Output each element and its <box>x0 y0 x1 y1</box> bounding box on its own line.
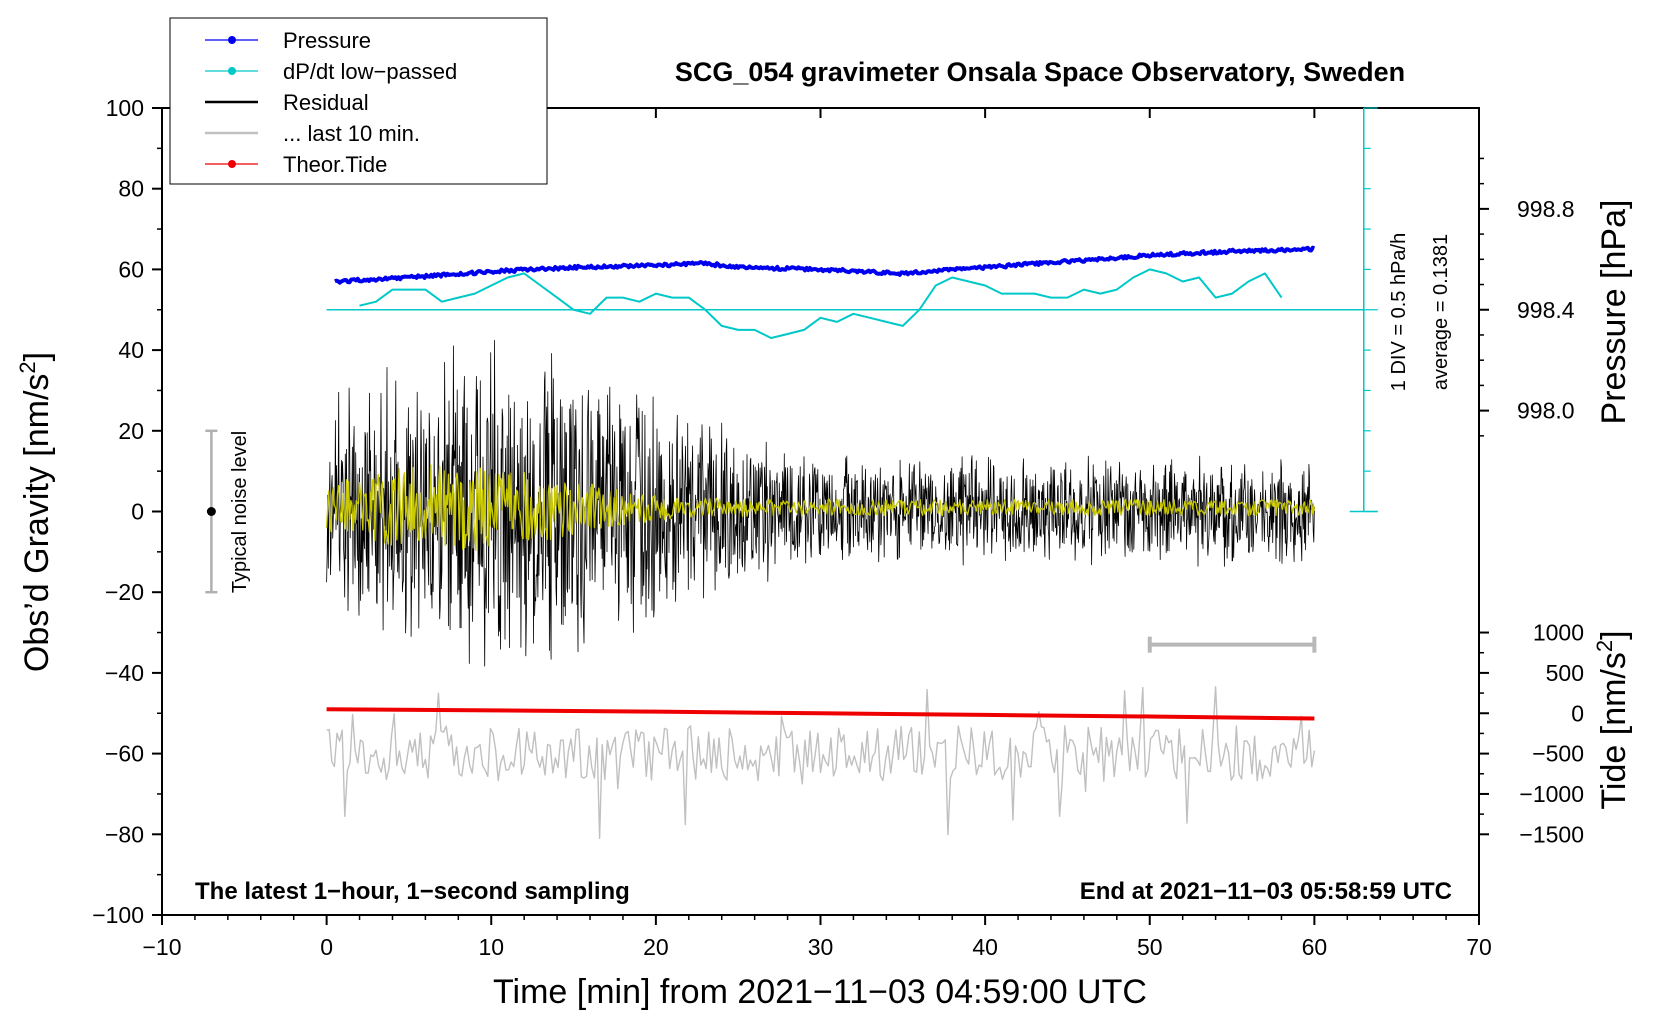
y-axis-title-tide-sup: 2 <box>1592 640 1617 652</box>
chart-title: SCG_054 gravimeter Onsala Space Observat… <box>675 57 1405 87</box>
tide-tick-label: −500 <box>1532 741 1584 767</box>
legend-label-tide: Theor.Tide <box>283 152 387 177</box>
legend-swatch-marker <box>228 160 236 168</box>
axes-layer: −10 0 10 20 30 40 50 60 70−100−80−60−40−20020406… <box>92 95 1584 960</box>
y-axis-title-tide-text: Tide [nm/s <box>1595 652 1633 809</box>
y-axis-title-gravity-close: ] <box>18 352 56 361</box>
legend-swatch-marker <box>228 36 236 44</box>
y-axis-title-gravity: Obs’d Gravity [nm/s2] <box>15 352 56 672</box>
tide-line <box>326 707 1315 721</box>
legend: Pressure dP/dt low−passed Residual ... l… <box>169 17 548 185</box>
tide-tick-label: 1000 <box>1533 620 1584 646</box>
pressure-line <box>334 245 1316 285</box>
y-tick-label: −80 <box>105 821 144 847</box>
x-tick-label: 60 <box>1302 934 1328 960</box>
y-tick-label: 40 <box>118 337 144 363</box>
residual-smoothed-line <box>325 464 1316 552</box>
legend-swatches <box>205 36 258 168</box>
pressure-tick-label: 998.8 <box>1517 196 1575 222</box>
residual-line <box>326 339 1315 667</box>
x-tick-label: 10 <box>478 934 504 960</box>
y-axis-title-tide: Tide [nm/s2] <box>1592 630 1633 809</box>
x-tick-label: −10 <box>142 934 181 960</box>
series-layer <box>205 107 1378 839</box>
tide-tick-label: −1000 <box>1519 781 1584 807</box>
y-tick-label: −20 <box>105 579 144 605</box>
footer-right-label: End at 2021−11−03 05:58:59 UTC <box>1080 878 1452 905</box>
y-axis-title-gravity-text: Obs’d Gravity [nm/s <box>18 374 56 673</box>
y-tick-label: −100 <box>92 902 144 928</box>
x-axis-title: Time [min] from 2021−11−03 04:59:00 UTC <box>493 973 1147 1011</box>
y-tick-label: −40 <box>105 660 144 686</box>
legend-label-dpdt: dP/dt low−passed <box>283 59 457 84</box>
x-tick-label: 0 <box>320 934 333 960</box>
legend-label-pressure: Pressure <box>283 28 371 53</box>
y-tick-label: 80 <box>118 176 144 202</box>
y-tick-label: 0 <box>131 499 144 525</box>
legend-swatch-marker <box>228 67 236 75</box>
x-tick-label: 40 <box>972 934 998 960</box>
x-tick-label: 70 <box>1466 934 1492 960</box>
pressure-tick-label: 998.4 <box>1517 297 1575 323</box>
noise-level-dot <box>206 507 216 516</box>
y-tick-label: 100 <box>106 95 144 121</box>
x-tick-label: 20 <box>643 934 669 960</box>
scale-div-label: 1 DIV = 0.5 hPa/h <box>1388 233 1410 391</box>
y-tick-label: 60 <box>118 256 144 282</box>
pressure-tick-label: 998.0 <box>1517 398 1575 424</box>
tide-tick-label: −1500 <box>1519 821 1584 847</box>
x-tick-label: 30 <box>808 934 834 960</box>
y-tick-label: −60 <box>105 741 144 767</box>
dpdt-line <box>359 268 1283 339</box>
last-10-min-line <box>326 686 1316 839</box>
footer-left-label: The latest 1−hour, 1−second sampling <box>195 878 630 905</box>
average-label: average = 0.1381 <box>1430 234 1452 390</box>
noise-level-label: Typical noise level <box>229 431 251 593</box>
legend-label-last10: ... last 10 min. <box>283 121 420 146</box>
y-axis-title-pressure: Pressure [hPa] <box>1595 200 1633 425</box>
tide-tick-label: 500 <box>1546 660 1584 686</box>
y-axis-title-gravity-sup: 2 <box>15 361 40 373</box>
y-axis-title-tide-close: ] <box>1595 630 1633 639</box>
legend-label-residual: Residual <box>283 90 369 115</box>
tide-tick-label: 0 <box>1571 700 1584 726</box>
x-tick-label: 50 <box>1137 934 1163 960</box>
y-tick-label: 20 <box>118 418 144 444</box>
